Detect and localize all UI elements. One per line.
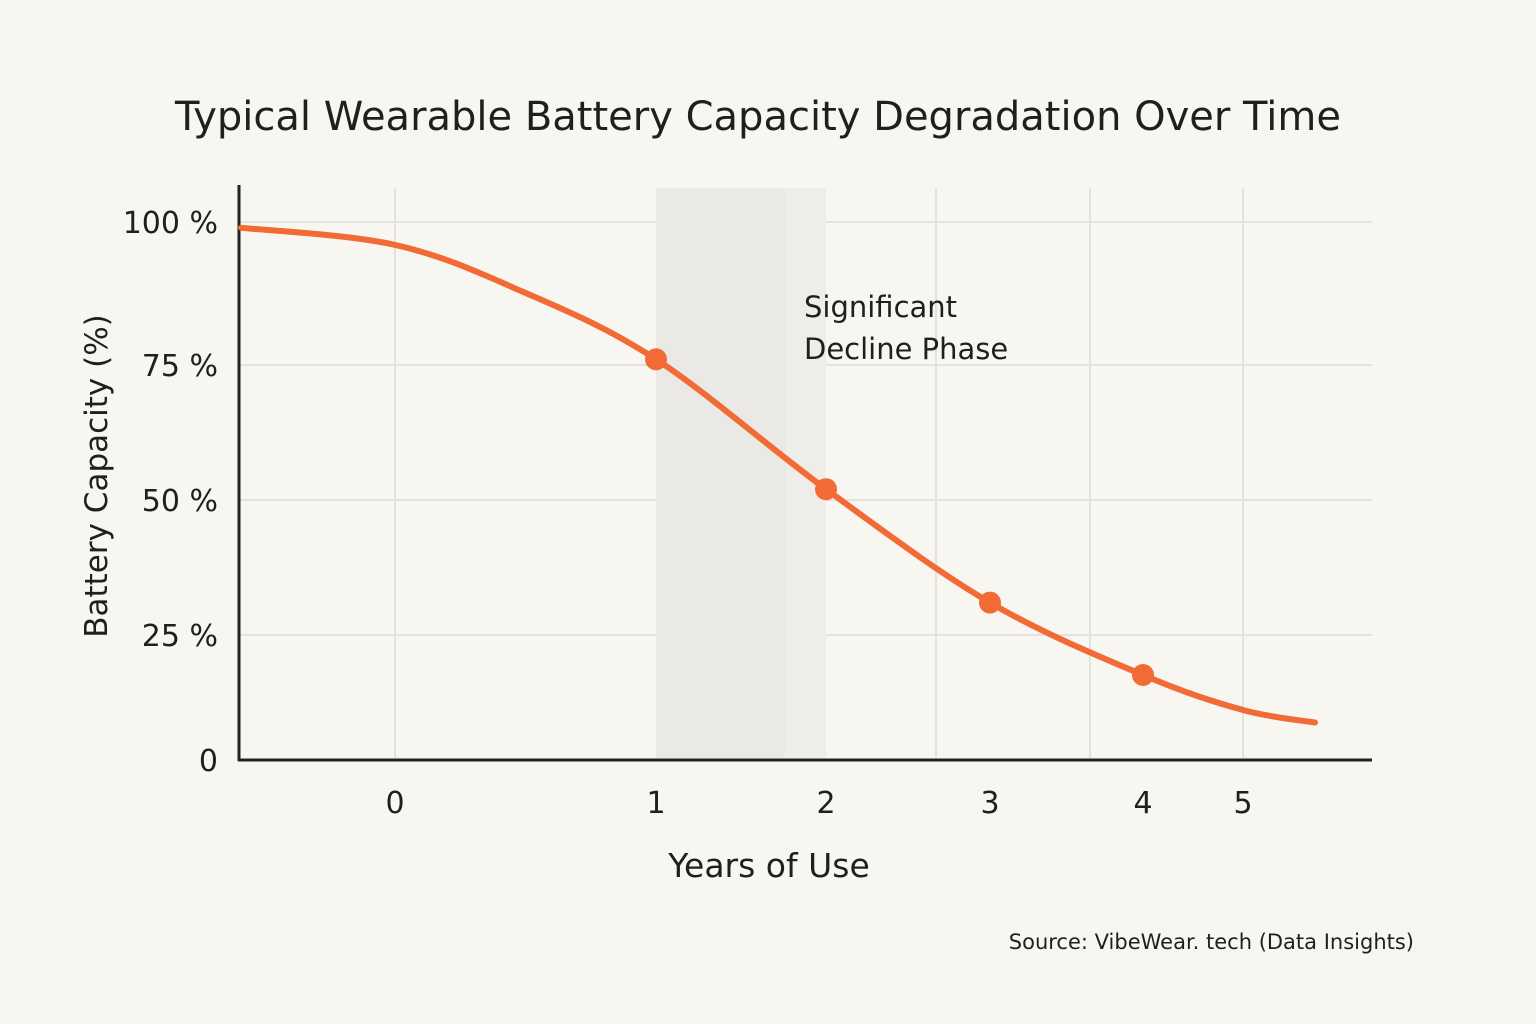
y-tick-label: 25 % <box>142 619 218 654</box>
data-point <box>979 591 1001 614</box>
x-tick-label: 4 <box>1133 786 1152 821</box>
y-axis-label: Battery Capacity (%) <box>79 314 115 638</box>
shaded-region-label-line2: Decline Phase <box>804 332 1008 366</box>
x-tick-label: 0 <box>385 786 404 821</box>
x-tick-label: 3 <box>980 786 999 821</box>
data-point <box>815 478 837 501</box>
y-tick-labels: 0 25 % 50 % 75 % 100 % <box>123 206 218 779</box>
x-tick-label: 5 <box>1233 786 1252 821</box>
y-tick-label: 100 % <box>123 206 218 241</box>
data-point <box>1132 664 1154 686</box>
y-tick-label: 50 % <box>142 484 218 519</box>
x-tick-labels: 0 1 2 3 4 5 <box>385 786 1252 821</box>
data-markers <box>645 348 1154 686</box>
y-tick-label: 75 % <box>142 349 218 384</box>
data-point <box>645 348 667 371</box>
x-axis-label: Years of Use <box>667 846 870 885</box>
series-line <box>238 224 1318 726</box>
x-tick-label: 2 <box>816 786 835 821</box>
chart-title: Typical Wearable Battery Capacity Degrad… <box>174 94 1341 140</box>
source-note: Source: VibeWear. tech (Data Insights) <box>1009 930 1414 954</box>
y-tick-label: 0 <box>199 744 218 779</box>
shaded-region-label-line1: Significant <box>804 290 957 324</box>
x-tick-label: 1 <box>646 786 665 821</box>
